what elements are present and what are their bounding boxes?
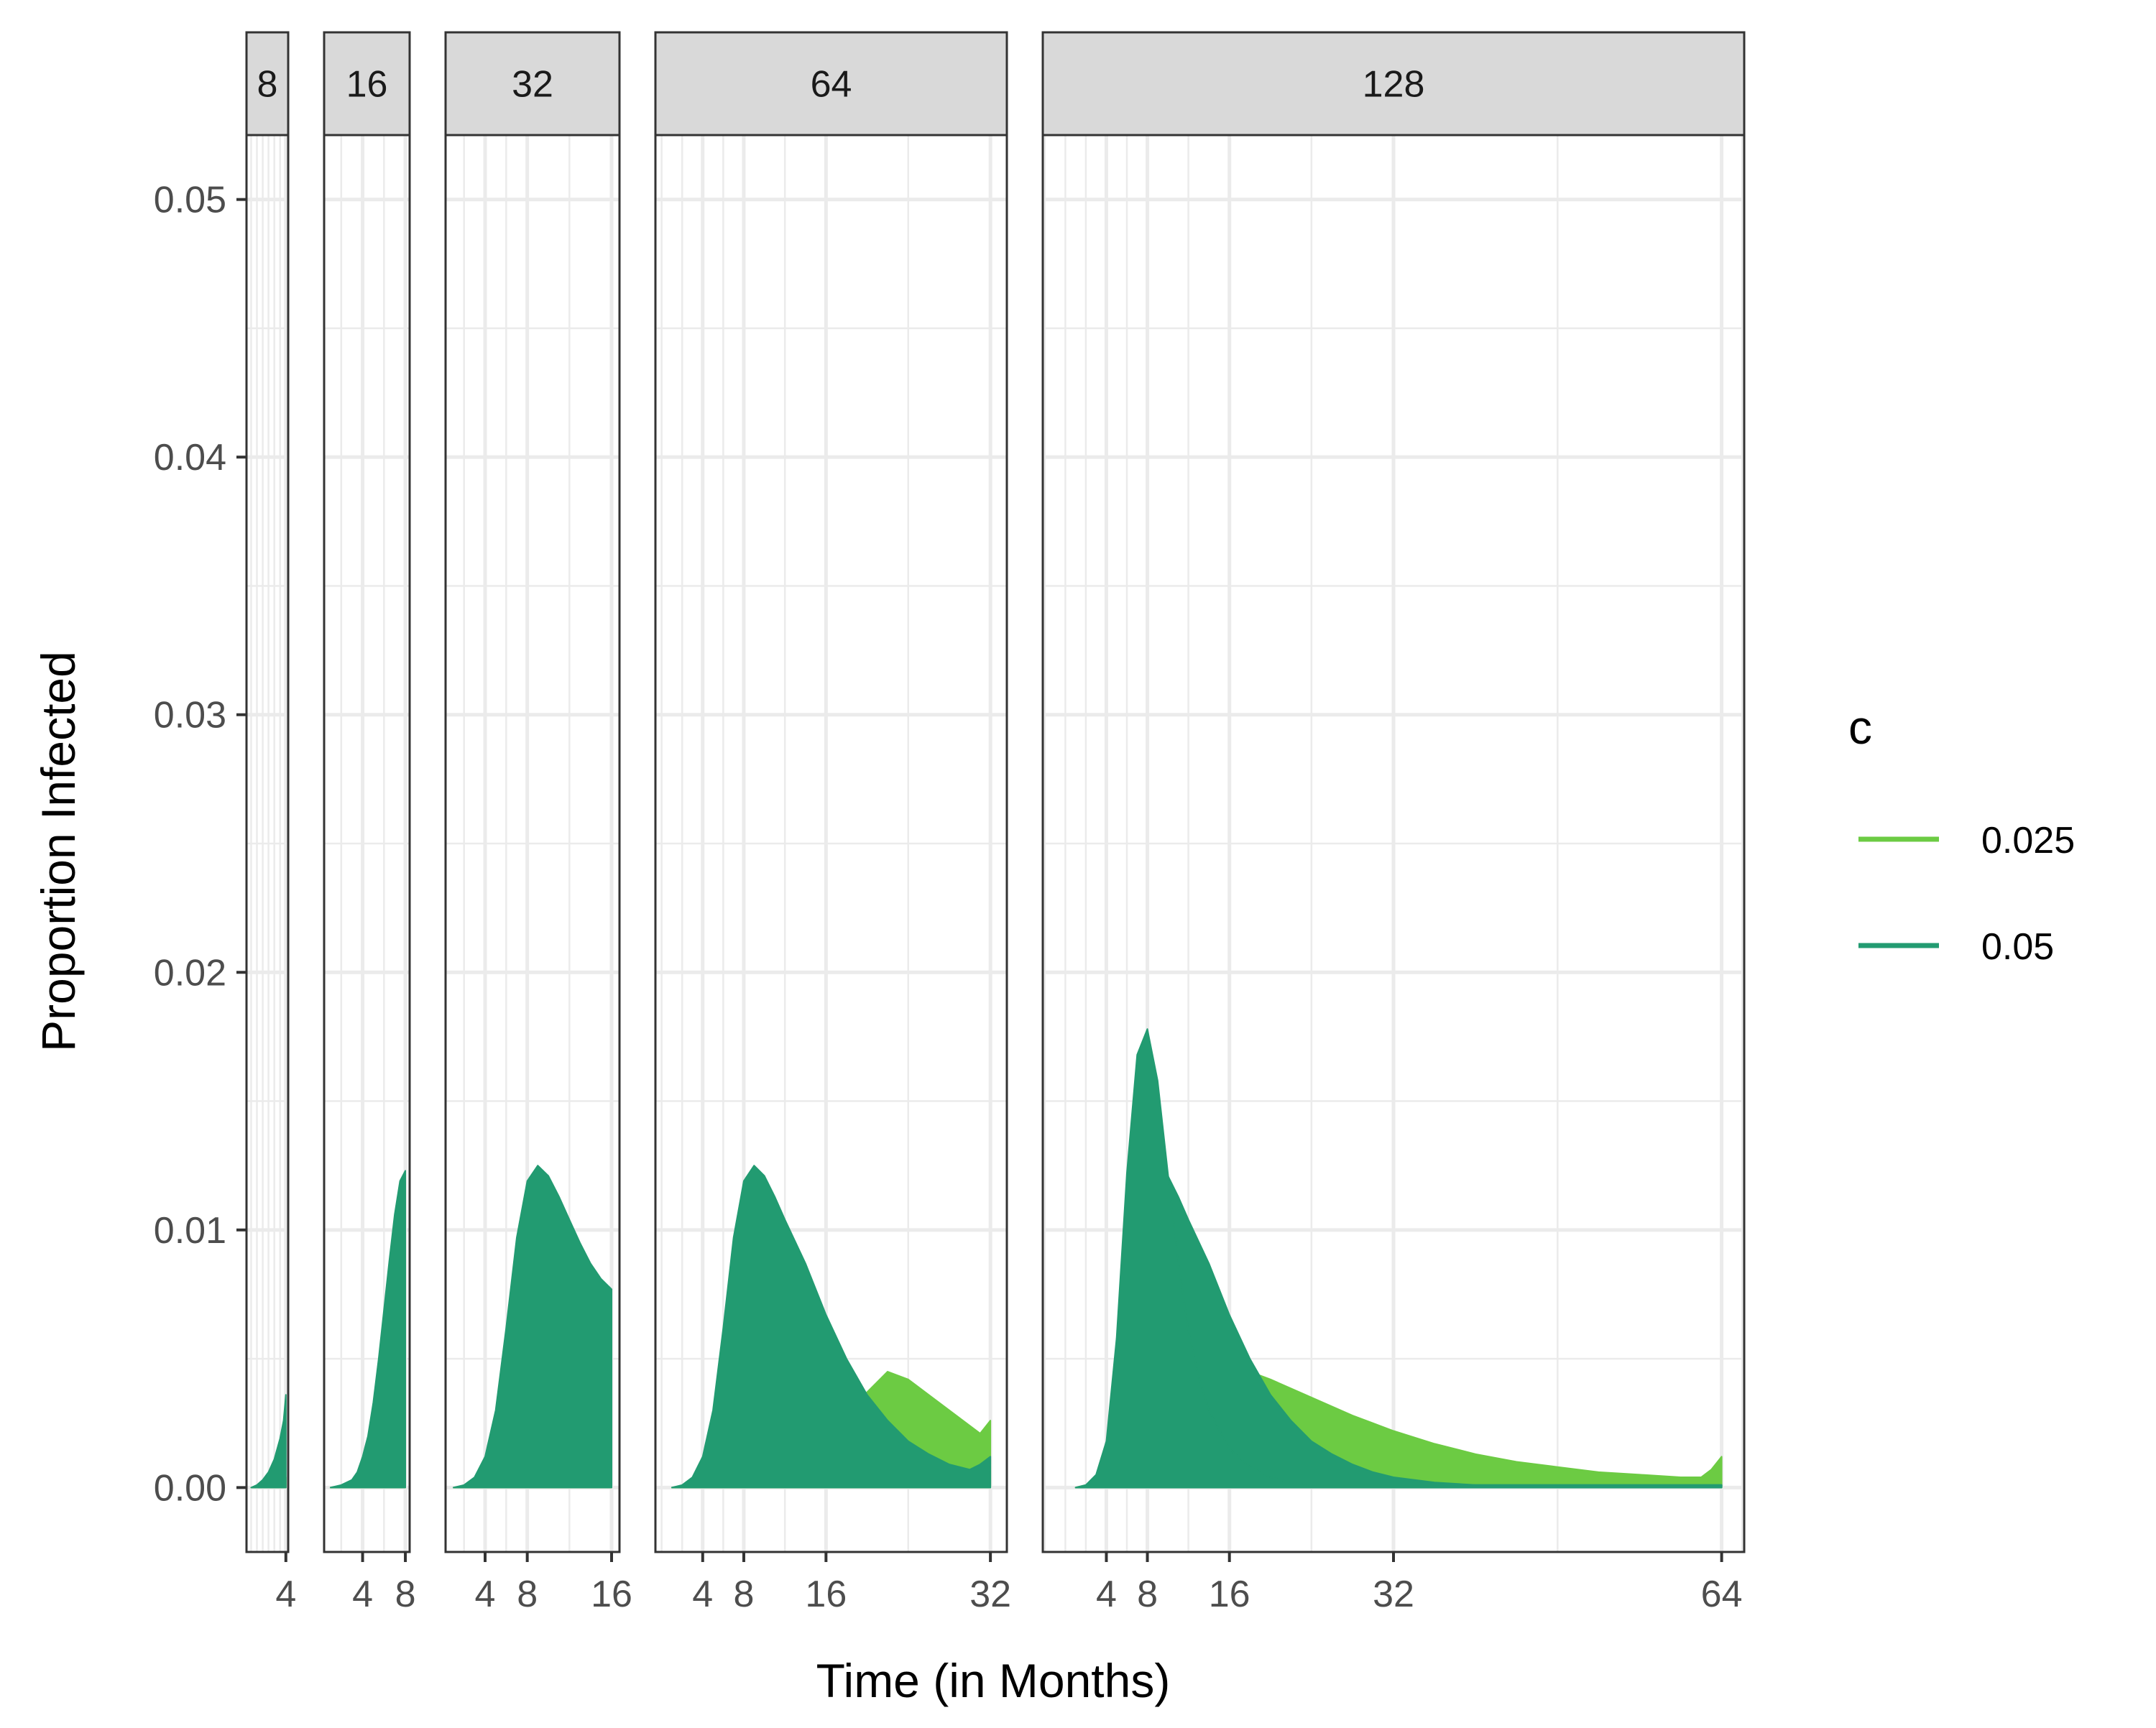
facet-strip-label: 128 (1363, 64, 1425, 106)
x-tick-label: 8 (734, 1574, 755, 1615)
facet-strip (654, 31, 1008, 137)
x-tick-label: 16 (805, 1574, 847, 1615)
area-series-005 (1074, 1028, 1723, 1489)
facet-strip (444, 31, 621, 137)
facet-strip (245, 31, 290, 137)
x-tick-label: 8 (395, 1574, 416, 1615)
area-series-005 (250, 1394, 287, 1489)
x-tick-label: 32 (969, 1574, 1011, 1615)
panel-areas (453, 1165, 612, 1489)
legend: c 0.025 0.05 (1848, 701, 2075, 968)
panel-64: 64 4 8 16 32 (654, 31, 1011, 1615)
panel-16: 164 8 (323, 31, 416, 1615)
area-series-005 (671, 1165, 992, 1489)
panel-areas (250, 1394, 287, 1489)
x-tick-label: 4 (275, 1574, 296, 1615)
x-tick-label: 16 (1209, 1574, 1250, 1615)
facet-strip-label: 16 (346, 64, 388, 106)
x-tick-label: 8 (517, 1574, 538, 1615)
facet-strip-label: 8 (257, 64, 278, 106)
legend-label-005: 0.05 (1981, 926, 2054, 968)
panel-8: 84 (245, 31, 296, 1615)
panel-32: 32 4 8 16 (444, 31, 632, 1615)
x-tick-label: 4 (475, 1574, 496, 1615)
y-tick-label: 0.00 (154, 1467, 226, 1509)
y-axis-title: Proportion Infected (32, 651, 85, 1052)
area-series-005 (329, 1170, 406, 1489)
panel-areas (1074, 1028, 1723, 1489)
panel-128: 128 4 8 16 32 64 (1041, 31, 1746, 1615)
x-tick-label: 4 (692, 1574, 713, 1615)
facet-strip-label: 64 (811, 64, 852, 106)
y-tick-label: 0.02 (154, 952, 226, 994)
legend-label-0025: 0.025 (1981, 820, 2075, 861)
x-tick-label: 32 (1373, 1574, 1414, 1615)
facet-strip-label: 32 (512, 64, 553, 106)
x-tick-label: 4 (352, 1574, 373, 1615)
panel-areas (329, 1170, 406, 1489)
x-tick-label: 4 (1096, 1574, 1117, 1615)
x-tick-label: 16 (591, 1574, 632, 1615)
y-tick-label: 0.04 (154, 437, 226, 479)
y-tick-label: 0.03 (154, 695, 226, 736)
x-axis-title: Time (in Months) (816, 1654, 1171, 1707)
legend-title: c (1848, 701, 1872, 754)
y-tick-label: 0.01 (154, 1210, 226, 1252)
x-tick-label: 64 (1701, 1574, 1743, 1615)
panel-areas (671, 1165, 992, 1489)
x-tick-label: 8 (1137, 1574, 1158, 1615)
area-series-005 (453, 1165, 612, 1489)
y-tick-label: 0.05 (154, 180, 226, 221)
facet-strip (1041, 31, 1746, 137)
facet-strip (323, 31, 411, 137)
